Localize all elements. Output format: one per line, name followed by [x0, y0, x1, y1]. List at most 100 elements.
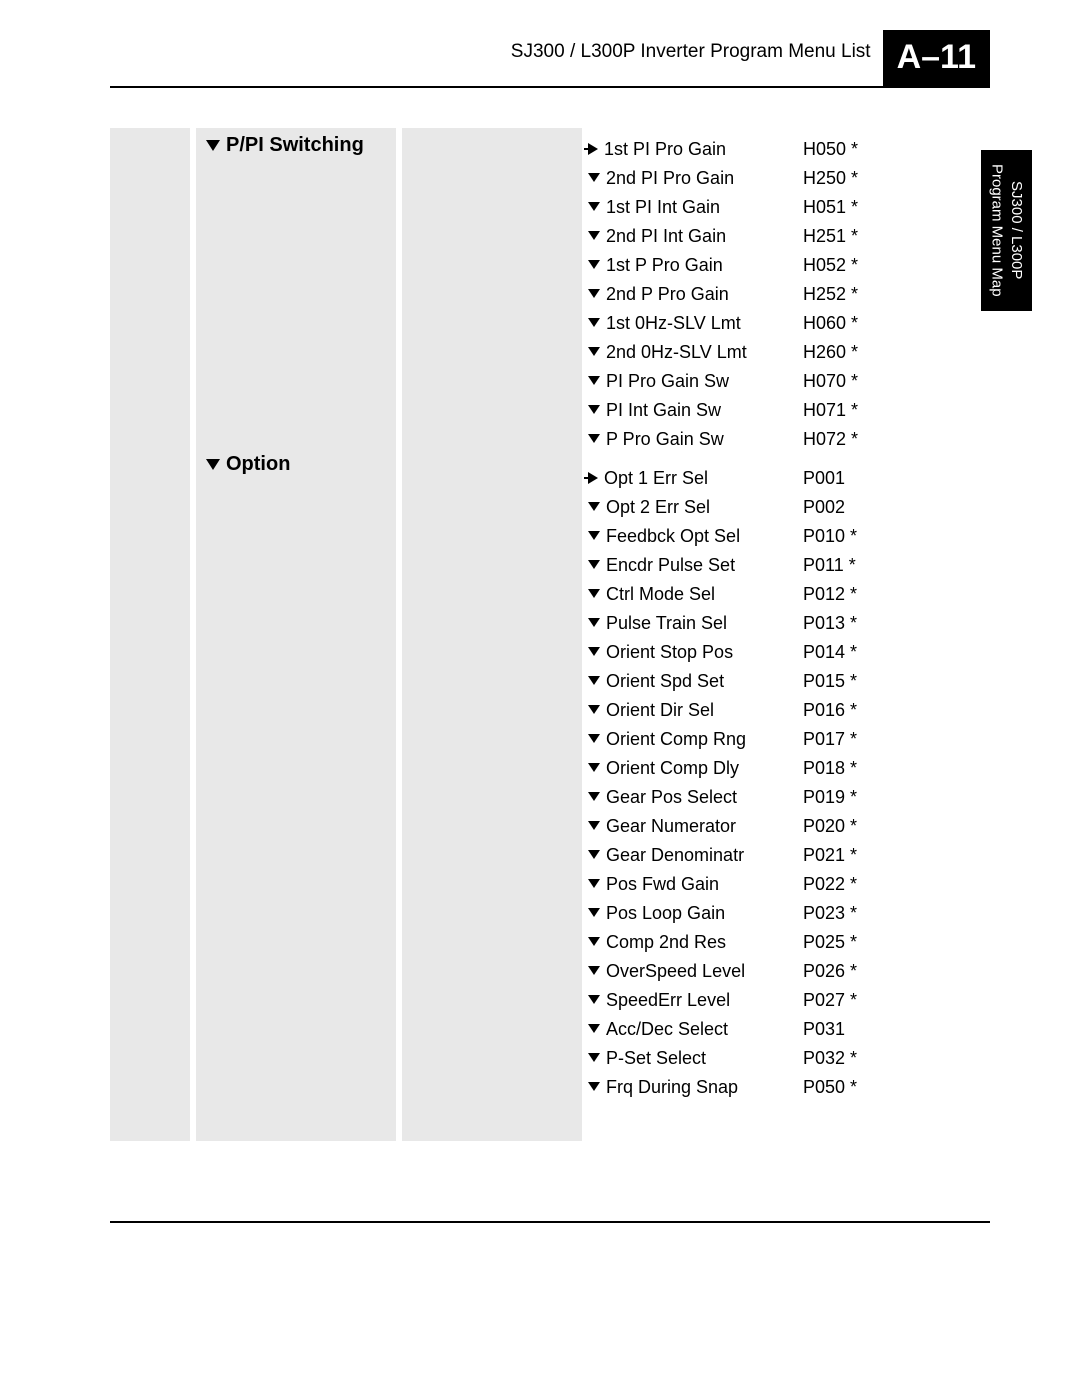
menu-item-label: Gear Denominatr [606, 846, 744, 864]
menu-item-label: 2nd PI Int Gain [606, 227, 726, 245]
menu-item-label-wrap: 1st PI Pro Gain [588, 140, 803, 158]
menu-item-label: 2nd P Pro Gain [606, 285, 729, 303]
column-spacer-left [110, 128, 190, 1141]
menu-item-label-wrap: 2nd P Pro Gain [588, 285, 803, 303]
menu-item-label: 2nd 0Hz-SLV Lmt [606, 343, 747, 361]
triangle-down-icon [588, 202, 600, 211]
menu-item-code: H250 * [803, 169, 893, 187]
triangle-down-icon [588, 676, 600, 685]
triangle-down-icon [588, 763, 600, 772]
menu-item-code: P002 [803, 498, 893, 516]
menu-item-row: PI Pro Gain Sw H070 * [588, 366, 990, 395]
menu-item-code: P017 * [803, 730, 893, 748]
group-title: Option [226, 453, 290, 476]
menu-item-code: P016 * [803, 701, 893, 719]
triangle-down-icon [588, 531, 600, 540]
menu-item-label-wrap: Orient Stop Pos [588, 643, 803, 661]
menu-item-row: P-Set SelectP032 * [588, 1043, 990, 1072]
menu-item-row: 2nd P Pro GainH252 * [588, 279, 990, 308]
triangle-down-icon [588, 850, 600, 859]
menu-item-code: P013 * [803, 614, 893, 632]
group-heading: P/PI Switching [206, 134, 386, 157]
menu-item-code: P031 [803, 1020, 893, 1038]
triangle-down-icon [588, 792, 600, 801]
menu-item-row: Gear DenominatrP021 * [588, 840, 990, 869]
menu-item-label: Acc/Dec Select [606, 1020, 728, 1038]
menu-item-row: Orient Dir SelP016 * [588, 695, 990, 724]
menu-item-row: 1st PI Int GainH051 * [588, 192, 990, 221]
menu-item-row: Gear Pos SelectP019 * [588, 782, 990, 811]
menu-item-code: P015 * [803, 672, 893, 690]
menu-item-label: PI Pro Gain Sw [606, 372, 729, 390]
menu-item-label-wrap: Orient Dir Sel [588, 701, 803, 719]
menu-item-code: P011 * [803, 556, 893, 574]
menu-item-label-wrap: P Pro Gain Sw [588, 430, 803, 448]
menu-item-code: H060 * [803, 314, 893, 332]
triangle-down-icon [588, 289, 600, 298]
menu-item-code: H050 * [803, 140, 893, 158]
side-tab: SJ300 / L300P Program Menu Map [981, 150, 1032, 311]
menu-item-label-wrap: Feedbck Opt Sel [588, 527, 803, 545]
menu-item-label-wrap: Gear Denominatr [588, 846, 803, 864]
triangle-down-icon [588, 260, 600, 269]
menu-item-row: Gear NumeratorP020 * [588, 811, 990, 840]
menu-item-label-wrap: 2nd PI Int Gain [588, 227, 803, 245]
menu-item-label-wrap: Orient Spd Set [588, 672, 803, 690]
menu-item-row: Pulse Train SelP013 * [588, 608, 990, 637]
triangle-down-icon [588, 821, 600, 830]
menu-item-label: Opt 2 Err Sel [606, 498, 710, 516]
menu-item-row: 1st P Pro GainH052 * [588, 250, 990, 279]
triangle-down-icon [588, 318, 600, 327]
triangle-down-icon [588, 405, 600, 414]
triangle-down-icon [588, 1024, 600, 1033]
menu-item-code: P025 * [803, 933, 893, 951]
menu-item-label-wrap: PI Int Gain Sw [588, 401, 803, 419]
menu-item-row: PI Int Gain Sw H071 * [588, 395, 990, 424]
triangle-down-icon [588, 879, 600, 888]
menu-item-code: P001 [803, 469, 893, 487]
menu-item-label-wrap: Encdr Pulse Set [588, 556, 803, 574]
menu-item-label: Ctrl Mode Sel [606, 585, 715, 603]
menu-item-label-wrap: Gear Pos Select [588, 788, 803, 806]
menu-item-code: P050 * [803, 1078, 893, 1096]
menu-item-row: Encdr Pulse SetP011 * [588, 550, 990, 579]
menu-item-code: H071 * [803, 401, 893, 419]
menu-item-label-wrap: 1st P Pro Gain [588, 256, 803, 274]
triangle-down-icon [206, 459, 220, 470]
menu-item-label-wrap: Comp 2nd Res [588, 933, 803, 951]
menu-item-row: Frq During SnapP050 * [588, 1072, 990, 1101]
menu-item-label-wrap: 1st 0Hz-SLV Lmt [588, 314, 803, 332]
menu-item-label-wrap: Frq During Snap [588, 1078, 803, 1096]
menu-item-label-wrap: OverSpeed Level [588, 962, 803, 980]
menu-item-code: P012 * [803, 585, 893, 603]
menu-item-label-wrap: Opt 2 Err Sel [588, 498, 803, 516]
content-area: P/PI Switching Option 1st PI Pro GainH050… [110, 128, 990, 1141]
triangle-down-icon [588, 1053, 600, 1062]
menu-item-label-wrap: SpeedErr Level [588, 991, 803, 1009]
bottom-rule [110, 1221, 990, 1223]
menu-item-label-wrap: Pos Fwd Gain [588, 875, 803, 893]
menu-item-code: P026 * [803, 962, 893, 980]
menu-item-label: OverSpeed Level [606, 962, 745, 980]
group-title: P/PI Switching [226, 134, 364, 157]
triangle-down-icon [588, 908, 600, 917]
side-tab-line2: Program Menu Map [989, 164, 1006, 297]
menu-item-code: P019 * [803, 788, 893, 806]
menu-item-row: 1st 0Hz-SLV LmtH060 * [588, 308, 990, 337]
page: SJ300 / L300P Inverter Program Menu List… [0, 0, 1080, 1253]
menu-item-label-wrap: P-Set Select [588, 1049, 803, 1067]
menu-item-label-wrap: Orient Comp Dly [588, 759, 803, 777]
triangle-down-icon [588, 618, 600, 627]
menu-item-code: H070 * [803, 372, 893, 390]
menu-item-row: Comp 2nd ResP025 * [588, 927, 990, 956]
menu-item-label: PI Int Gain Sw [606, 401, 721, 419]
menu-item-label-wrap: Pulse Train Sel [588, 614, 803, 632]
menu-item-label: Orient Stop Pos [606, 643, 733, 661]
menu-item-label: 1st P Pro Gain [606, 256, 723, 274]
menu-item-row: Opt 1 Err SelP001 [588, 463, 990, 492]
menu-item-row: P Pro Gain SwH072 * [588, 424, 990, 453]
menu-item-label: Pos Fwd Gain [606, 875, 719, 893]
menu-item-row: Orient Comp RngP017 * [588, 724, 990, 753]
menu-item-label: Orient Spd Set [606, 672, 724, 690]
triangle-down-icon [206, 140, 220, 151]
